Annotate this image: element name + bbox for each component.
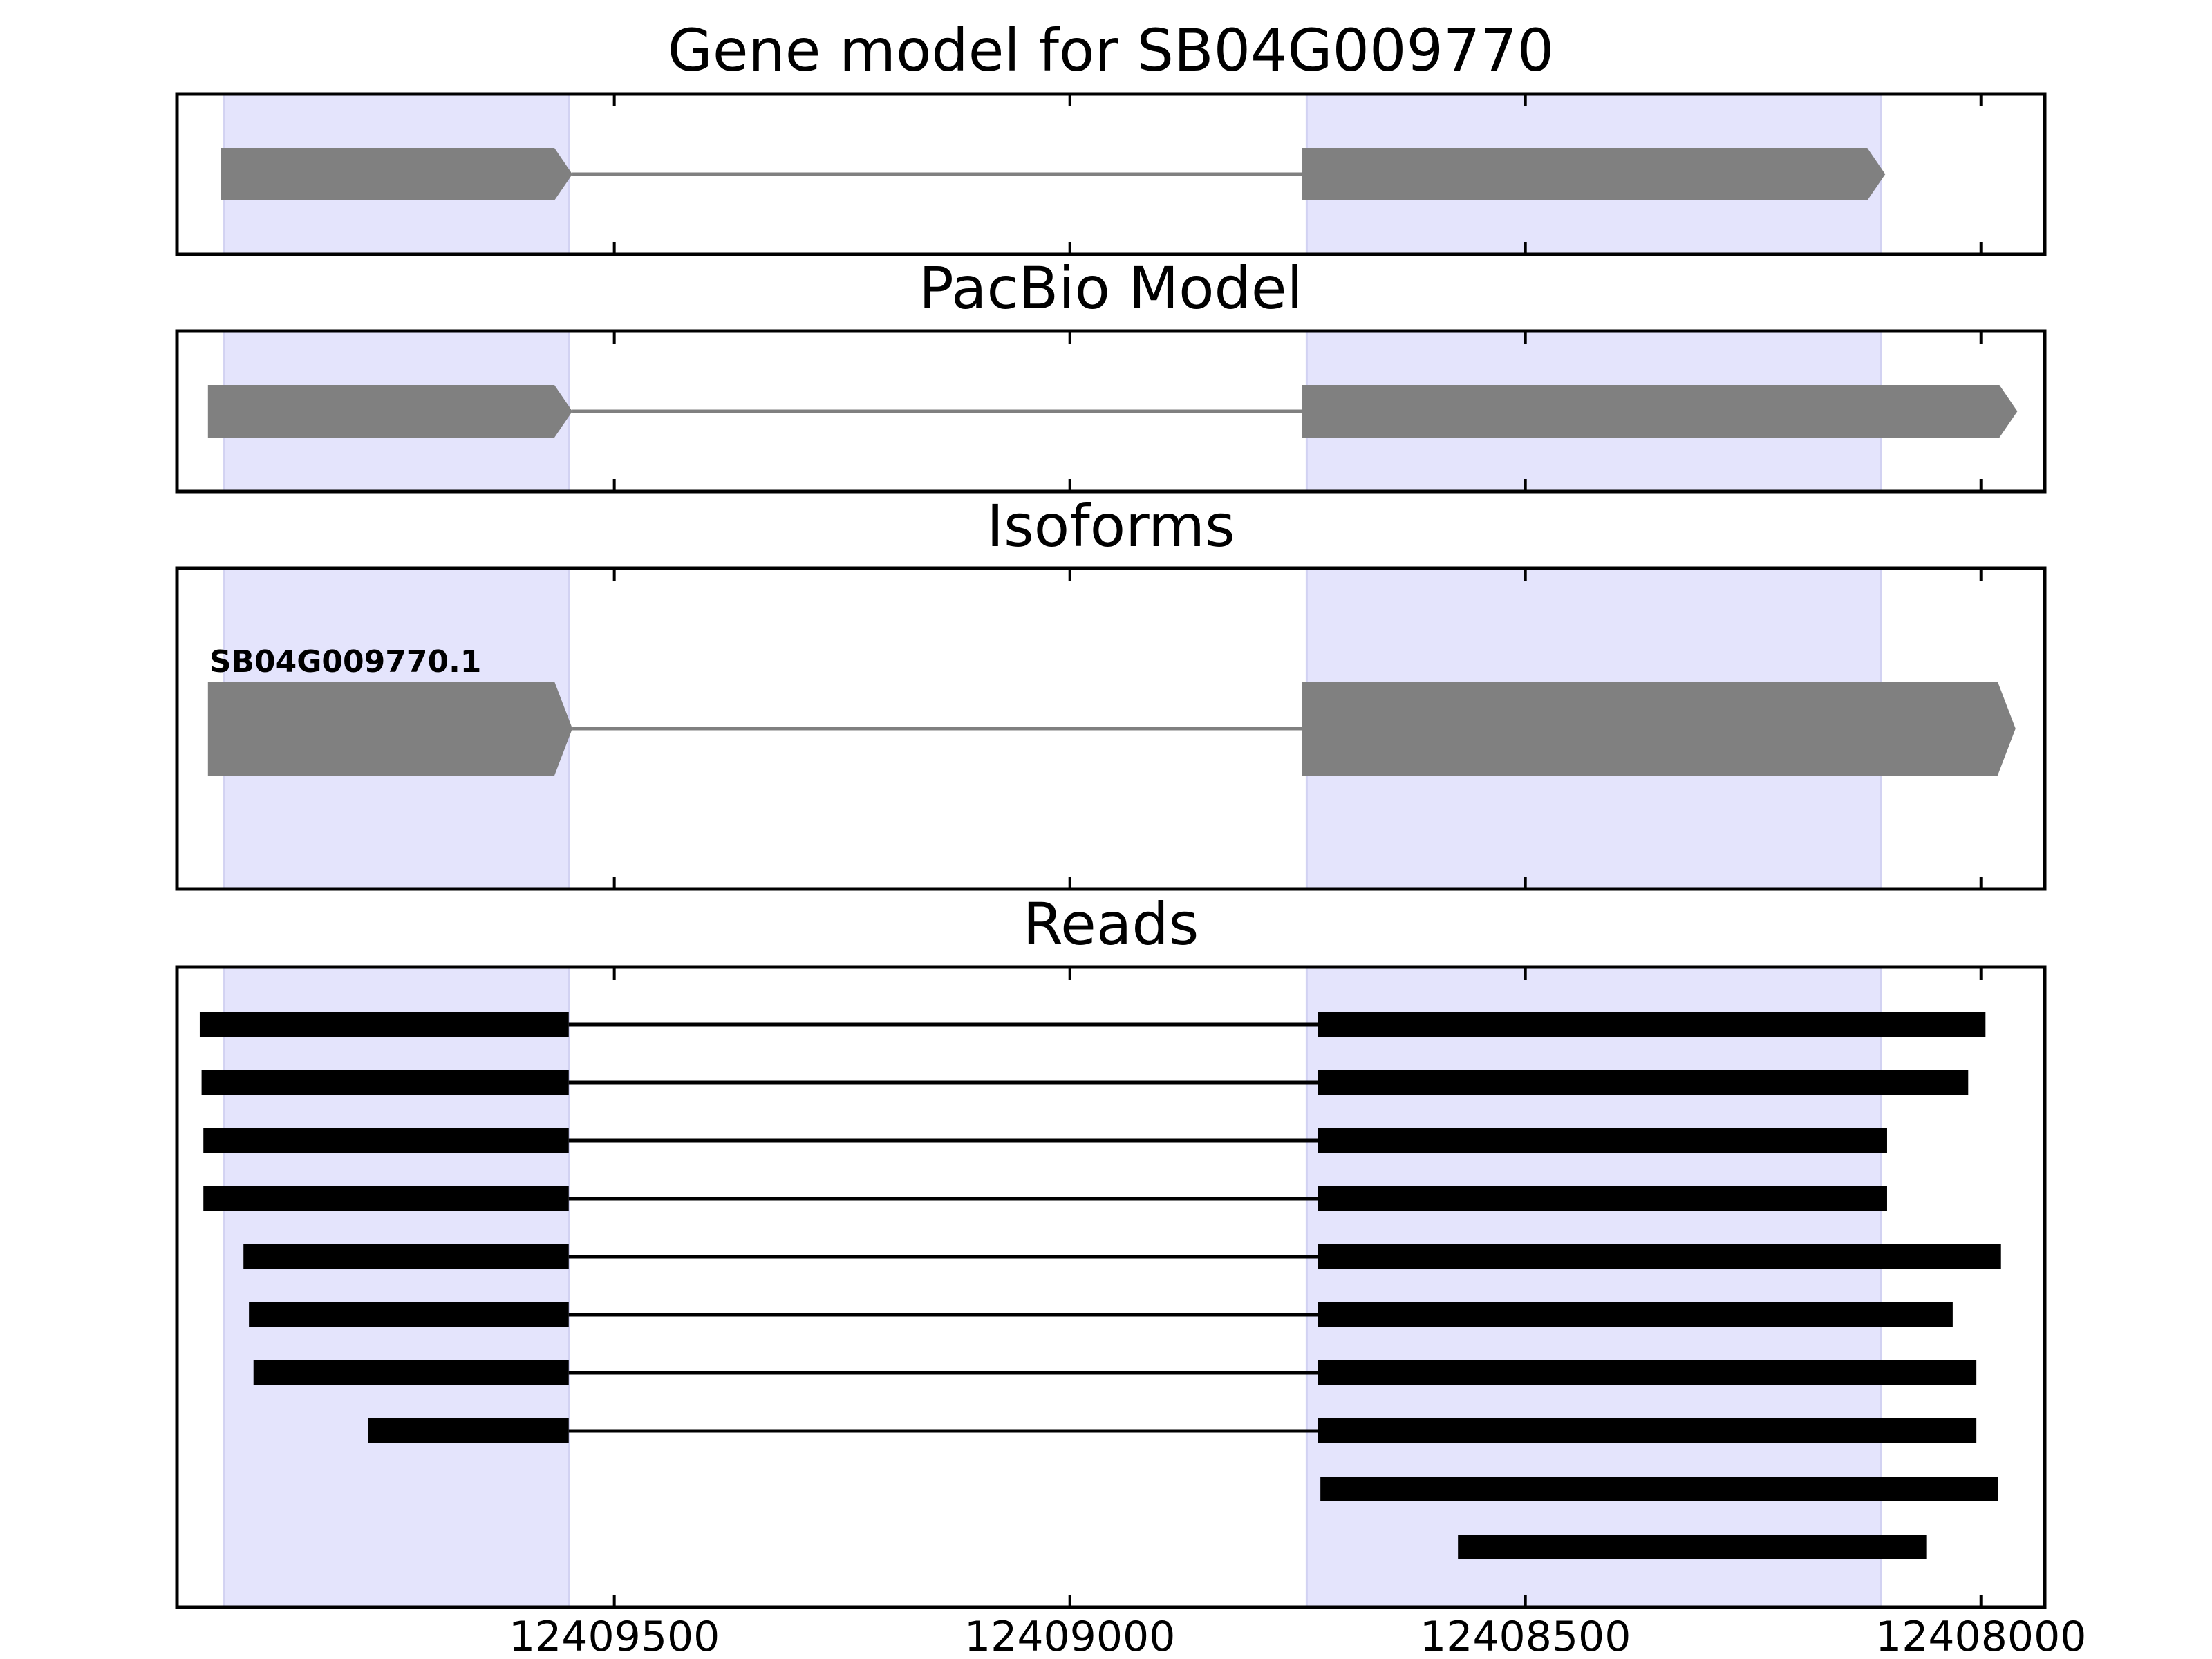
panel-3: Isoforms SB04G009770.1 bbox=[175, 492, 2047, 891]
read bbox=[1458, 1535, 1927, 1559]
read-block bbox=[199, 1012, 569, 1037]
panel-4: Reads bbox=[175, 890, 2047, 1609]
read bbox=[368, 1418, 1977, 1443]
exon bbox=[207, 385, 573, 438]
read bbox=[253, 1360, 1977, 1385]
read-block bbox=[368, 1418, 569, 1443]
x-tick-label: 12409500 bbox=[509, 1613, 720, 1659]
panels-layer: Gene model for SB04G009770 PacBio Model Is… bbox=[175, 17, 2047, 1609]
read bbox=[203, 1128, 1887, 1153]
read bbox=[249, 1302, 1953, 1327]
panel-2: PacBio Model bbox=[175, 254, 2047, 494]
read-block bbox=[1318, 1128, 1887, 1153]
panel-title: Gene model for SB04G009770 bbox=[668, 17, 1554, 84]
panel-frame bbox=[175, 329, 2047, 494]
gene-model bbox=[221, 148, 1886, 200]
read bbox=[201, 1070, 1969, 1095]
read-block bbox=[1318, 1360, 1977, 1385]
x-tick-label: 12409000 bbox=[964, 1613, 1175, 1659]
read bbox=[243, 1244, 2001, 1269]
read-block bbox=[1318, 1418, 1977, 1443]
panel-title: Isoforms bbox=[986, 492, 1235, 560]
read bbox=[203, 1186, 1887, 1211]
panel-1: Gene model for SB04G009770 bbox=[175, 17, 2047, 256]
exon bbox=[1302, 385, 2018, 438]
read-block bbox=[203, 1128, 569, 1153]
isoform-label: SB04G009770.1 bbox=[209, 644, 482, 679]
read-block bbox=[201, 1070, 569, 1095]
read bbox=[1320, 1477, 1998, 1501]
x-axis: 12409500 12409000 12408500 12408000 bbox=[509, 1613, 2086, 1659]
read bbox=[199, 1012, 1986, 1037]
read-block bbox=[253, 1360, 569, 1385]
gene-model: SB04G009770.1 bbox=[207, 644, 2016, 776]
read-block bbox=[203, 1186, 569, 1211]
read-block bbox=[243, 1244, 569, 1269]
read-block bbox=[1318, 1244, 2001, 1269]
highlight-region-2 bbox=[1305, 966, 1882, 1609]
read-block bbox=[249, 1302, 569, 1327]
panel-title: Reads bbox=[1023, 890, 1199, 958]
exon bbox=[1302, 148, 1886, 200]
gene-model bbox=[207, 385, 2018, 438]
x-tick-label: 12408500 bbox=[1420, 1613, 1631, 1659]
read-block bbox=[1458, 1535, 1927, 1559]
panel-frame bbox=[175, 92, 2047, 256]
exon bbox=[221, 148, 573, 200]
exon bbox=[207, 682, 573, 776]
exon bbox=[1302, 682, 2016, 776]
read-block bbox=[1320, 1477, 1998, 1501]
read-block bbox=[1318, 1302, 1953, 1327]
x-tick-label: 12408000 bbox=[1875, 1613, 2086, 1659]
panel-frame bbox=[175, 965, 2047, 1609]
read-block bbox=[1318, 1012, 1986, 1037]
panel-title: PacBio Model bbox=[919, 254, 1303, 322]
panel-frame bbox=[175, 566, 2047, 891]
highlight-region-1 bbox=[223, 966, 570, 1609]
read-block bbox=[1318, 1186, 1887, 1211]
read-block bbox=[1318, 1070, 1969, 1095]
